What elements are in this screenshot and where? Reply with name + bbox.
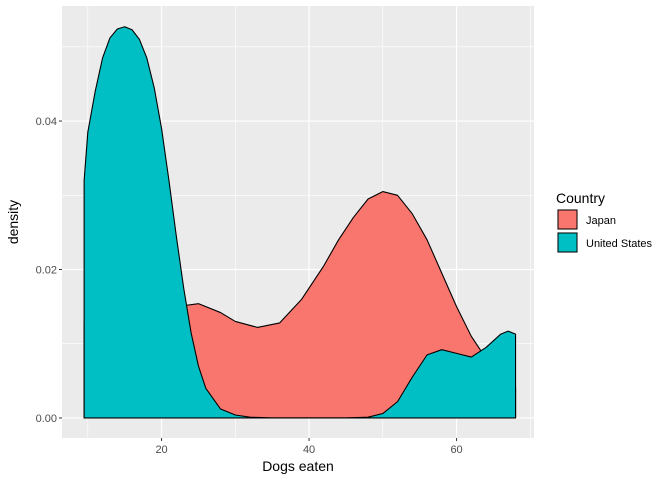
y-axis-ticks: 0.00 0.02 0.04 xyxy=(36,116,62,425)
legend-items: Japan United States xyxy=(557,209,653,253)
y-tick-label: 0.02 xyxy=(36,265,57,277)
legend-label-japan: Japan xyxy=(586,215,616,227)
x-tick-label: 20 xyxy=(155,444,167,456)
x-tick-label: 40 xyxy=(303,444,315,456)
x-axis-title: Dogs eaten xyxy=(262,458,334,474)
legend-swatch-japan xyxy=(557,209,578,230)
x-axis-ticks: 20 40 60 xyxy=(155,438,463,456)
density-area-united-states xyxy=(83,26,517,419)
legend-label-united-states: United States xyxy=(586,238,653,250)
x-tick-label: 60 xyxy=(450,444,462,456)
legend-title: Country xyxy=(556,190,605,206)
y-tick-label: 0.00 xyxy=(36,413,57,425)
y-axis-title: density xyxy=(5,200,21,244)
legend: Country Japan United States xyxy=(556,190,653,253)
density-areas xyxy=(83,26,517,419)
legend-swatch-united-states xyxy=(557,232,578,253)
y-tick-label: 0.04 xyxy=(36,116,57,128)
